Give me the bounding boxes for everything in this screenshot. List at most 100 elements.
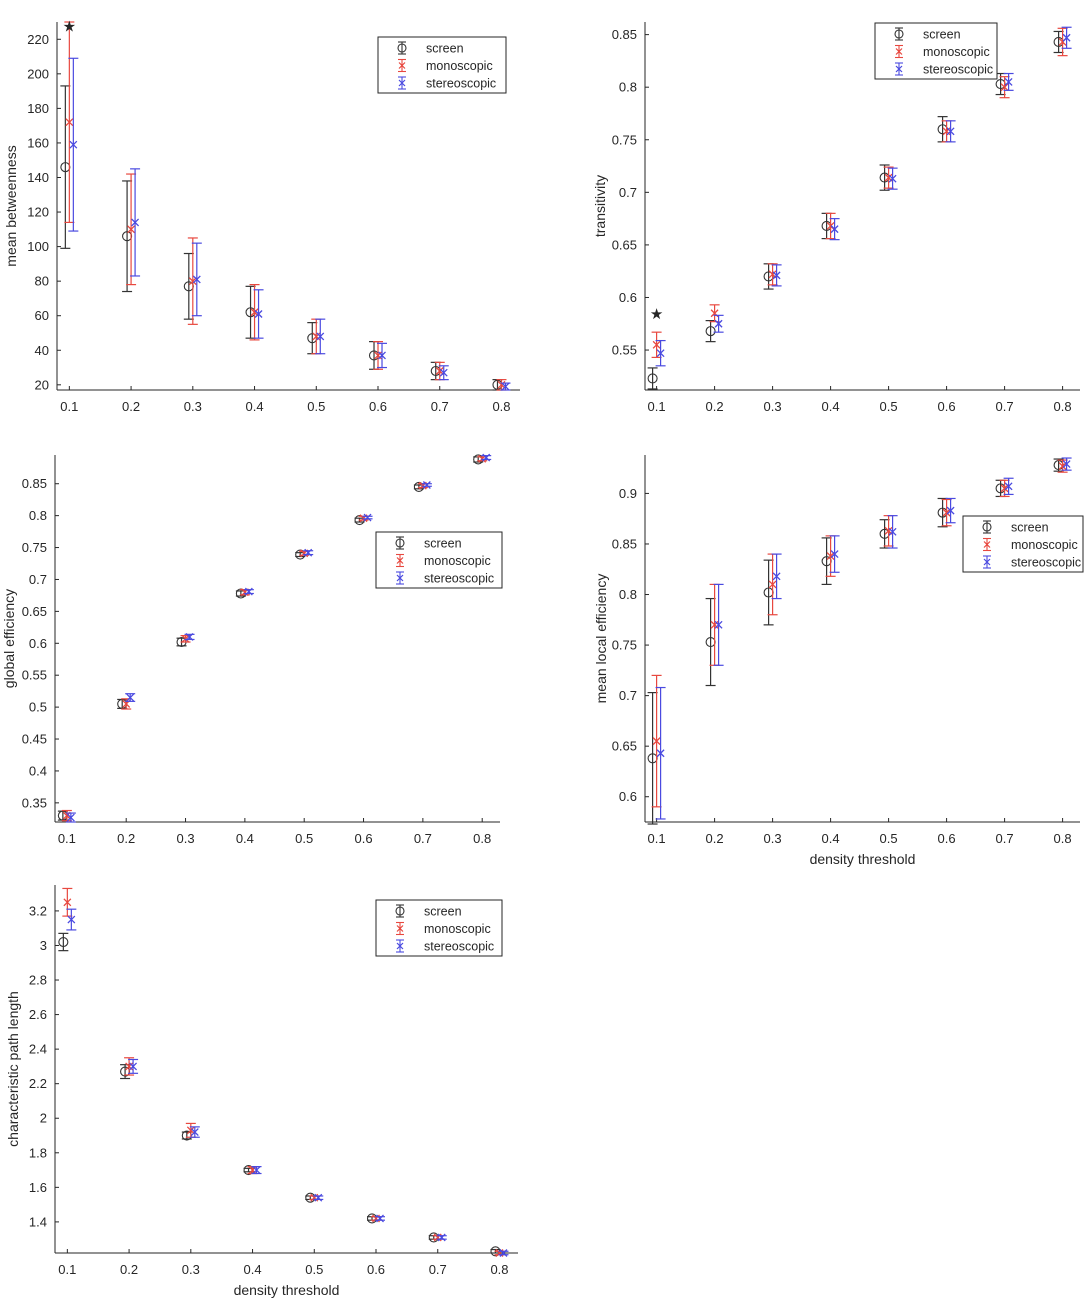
data-point: [946, 506, 955, 515]
data-point: [714, 620, 723, 629]
y-tick-label: 0.6: [29, 636, 47, 651]
data-point: [705, 326, 716, 337]
data-point: [946, 127, 955, 136]
y-tick-label: 0.7: [619, 688, 637, 703]
legend-marker: [397, 43, 407, 53]
legend-marker: [983, 541, 991, 548]
x-tick-label: 0.1: [60, 399, 78, 414]
legend-label: stereoscopic: [1011, 556, 1081, 570]
legend-marker: [982, 522, 992, 532]
legend: screen monoscopic stereoscopic: [377, 36, 507, 94]
data-point: [499, 1249, 508, 1257]
data-point: [316, 332, 325, 341]
data-point: [58, 936, 69, 948]
data-point: [439, 368, 448, 377]
data-point: [63, 898, 72, 907]
x-tick-label: 0.5: [307, 399, 325, 414]
y-tick-label: 2.4: [29, 1042, 47, 1057]
legend-box: [375, 531, 503, 589]
y-tick-label: 1.4: [29, 1214, 47, 1229]
y-tick-label: 0.75: [22, 540, 47, 555]
x-tick-label: 0.6: [367, 1262, 385, 1277]
data-point: [252, 1166, 261, 1175]
legend-marker: [895, 65, 903, 73]
x-tick-label: 0.3: [764, 399, 782, 414]
y-tick-label: 2: [40, 1111, 47, 1126]
data-point: [772, 572, 781, 581]
data-point: [378, 351, 386, 360]
y-tick-label: 80: [35, 274, 49, 289]
significance-star: ★: [63, 18, 76, 35]
x-tick-label: 0.7: [996, 831, 1014, 846]
legend-marker: [395, 906, 405, 916]
y-axis-label: characteristic path length: [5, 991, 21, 1147]
data-point: [190, 1128, 199, 1137]
data-point: [376, 1214, 384, 1223]
chart-panel-2: 0.1 0.2 0.3 0.4 0.5 0.6 0.7 0.8 0.55 0.6 0.65 0.7 0.…: [592, 22, 1080, 414]
x-tick-label: 0.7: [429, 1262, 447, 1277]
x-tick-label: 0.7: [431, 399, 449, 414]
legend-label: screen: [426, 42, 464, 56]
y-tick-label: 0.85: [22, 476, 47, 491]
x-tick-label: 0.3: [182, 1262, 200, 1277]
legend-marker: [395, 538, 405, 548]
x-tick-label: 0.2: [706, 831, 724, 846]
y-tick-label: 140: [27, 170, 49, 185]
x-tick-label: 0.5: [880, 831, 898, 846]
data-point: [1004, 77, 1013, 86]
data-point: [772, 271, 781, 280]
y-tick-label: 0.65: [612, 739, 637, 754]
y-tick-label: 0.65: [612, 237, 637, 252]
series-monoscopic: [64, 21, 507, 391]
legend-label: screen: [424, 905, 462, 919]
legend-label: monoscopic: [1011, 538, 1078, 552]
series-screen: [647, 458, 1064, 825]
x-tick-label: 0.1: [648, 399, 666, 414]
data-point: [437, 1233, 446, 1242]
y-tick-label: 0.85: [612, 27, 637, 42]
y-tick-label: 0.7: [619, 185, 637, 200]
chart-panel-3: 0.1 0.2 0.3 0.4 0.5 0.6 0.7 0.8 0.35 0.4 0.45 0.5 0.…: [1, 453, 503, 846]
data-point: [126, 693, 135, 702]
x-tick-label: 0.1: [58, 1262, 76, 1277]
series-monoscopic: [651, 459, 1068, 808]
legend-marker: [396, 557, 404, 564]
y-tick-label: 1.8: [29, 1145, 47, 1160]
x-tick-label: 0.3: [176, 831, 194, 846]
y-tick-label: 40: [35, 343, 49, 358]
data-point: [1004, 482, 1013, 491]
y-tick-label: 1.6: [29, 1180, 47, 1195]
y-axis-label: mean local efficiency: [593, 574, 609, 704]
y-tick-label: 0.8: [619, 587, 637, 602]
series-stereoscopic: [66, 908, 509, 1257]
y-tick-label: 0.4: [29, 763, 47, 778]
data-point: [1062, 460, 1071, 469]
data-point: [192, 275, 201, 284]
legend: screen monoscopic stereoscopic: [874, 22, 998, 80]
y-tick-label: 0.75: [612, 132, 637, 147]
legend-label: stereoscopic: [424, 940, 494, 954]
y-axis-label: transitivity: [592, 175, 608, 237]
data-point: [482, 453, 491, 462]
data-point: [656, 349, 665, 358]
y-tick-label: 0.5: [29, 700, 47, 715]
legend-marker: [396, 942, 404, 950]
chart-panel-5: 0.1 0.2 0.3 0.4 0.5 0.6 0.7 0.8 1.4 1.6 1.8 2 2.2 2.4…: [5, 885, 518, 1298]
y-tick-label: 0.65: [22, 604, 47, 619]
data-point: [131, 218, 140, 227]
x-tick-label: 0.5: [880, 399, 898, 414]
x-tick-label: 0.8: [473, 831, 491, 846]
significance-star: ★: [650, 306, 663, 323]
data-point: [497, 380, 506, 389]
data-point: [254, 310, 263, 318]
x-tick-label: 0.6: [938, 399, 956, 414]
data-point: [363, 513, 372, 522]
data-point: [188, 277, 197, 286]
series-stereoscopic: [65, 453, 492, 823]
data-point: [181, 634, 190, 643]
x-tick-label: 0.5: [305, 1262, 323, 1277]
data-point: [1062, 33, 1071, 42]
x-tick-label: 0.4: [822, 831, 840, 846]
y-axis-label: global efficiency: [1, 589, 17, 688]
legend-marker: [396, 925, 404, 932]
